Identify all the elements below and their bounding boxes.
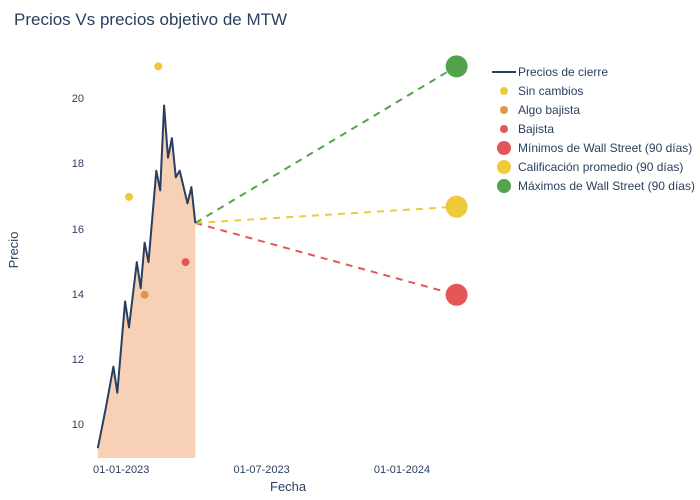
target-dot-avg bbox=[446, 196, 468, 218]
legend-dot-swatch bbox=[490, 83, 518, 99]
rating-dot-sin_cambios2 bbox=[125, 193, 133, 201]
legend-label: Mínimos de Wall Street (90 días) bbox=[518, 141, 692, 155]
y-axis-label: Precio bbox=[6, 232, 21, 269]
closing-area-fill bbox=[98, 105, 196, 458]
y-tick: 10 bbox=[50, 419, 90, 431]
legend-dot-swatch bbox=[490, 140, 518, 156]
legend-dot-swatch bbox=[490, 159, 518, 175]
x-tick: 01-01-2023 bbox=[93, 458, 149, 476]
target-line-avg bbox=[195, 207, 456, 223]
y-tick: 20 bbox=[50, 93, 90, 105]
chart-title: Precios Vs precios objetivo de MTW bbox=[14, 10, 287, 30]
y-tick: 18 bbox=[50, 158, 90, 170]
legend-item: Bajista bbox=[490, 119, 695, 138]
target-line-min bbox=[195, 223, 456, 295]
rating-dot-bajista bbox=[182, 258, 190, 266]
legend-label: Máximos de Wall Street (90 días) bbox=[518, 179, 695, 193]
legend-dot-swatch bbox=[490, 121, 518, 137]
legend-item: Precios de cierre bbox=[490, 62, 695, 81]
legend: Precios de cierre Sin cambios Algo bajista… bbox=[490, 62, 695, 195]
legend-item: Calificación promedio (90 días) bbox=[490, 157, 695, 176]
legend-label: Algo bajista bbox=[518, 103, 580, 117]
target-line-max bbox=[195, 66, 456, 223]
y-tick: 12 bbox=[50, 354, 90, 366]
legend-label: Calificación promedio (90 días) bbox=[518, 160, 683, 174]
legend-dot-swatch bbox=[490, 178, 518, 194]
legend-line-swatch bbox=[490, 66, 518, 78]
legend-label: Bajista bbox=[518, 122, 554, 136]
y-tick: 14 bbox=[50, 289, 90, 301]
legend-item: Máximos de Wall Street (90 días) bbox=[490, 176, 695, 195]
legend-item: Mínimos de Wall Street (90 días) bbox=[490, 138, 695, 157]
target-dot-max bbox=[446, 55, 468, 77]
x-tick: 01-07-2023 bbox=[233, 458, 289, 476]
legend-label: Precios de cierre bbox=[518, 65, 608, 79]
rating-dot-sin_cambios bbox=[154, 62, 162, 70]
rating-dot-algo_bajista bbox=[141, 291, 149, 299]
x-tick: 01-01-2024 bbox=[374, 458, 430, 476]
chart-svg bbox=[90, 50, 480, 458]
y-tick: 16 bbox=[50, 224, 90, 236]
legend-item: Sin cambios bbox=[490, 81, 695, 100]
plot-area: 10121416182001-01-202301-07-202301-01-20… bbox=[90, 50, 480, 458]
legend-item: Algo bajista bbox=[490, 100, 695, 119]
x-axis-label: Fecha bbox=[270, 479, 306, 494]
legend-dot-swatch bbox=[490, 102, 518, 118]
legend-label: Sin cambios bbox=[518, 84, 583, 98]
target-dot-min bbox=[446, 284, 468, 306]
